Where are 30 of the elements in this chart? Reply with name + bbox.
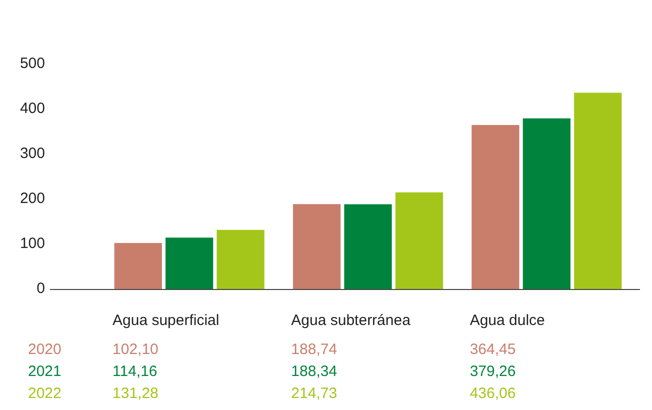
data-label: 188,74 <box>291 341 338 358</box>
data-label: 102,10 <box>112 341 158 358</box>
y-tick-label: 400 <box>20 100 45 118</box>
bar <box>522 118 570 289</box>
data-label: 188,34 <box>291 363 338 380</box>
bar <box>395 192 444 289</box>
text: 2020 <box>28 341 62 358</box>
text: 2022 <box>28 385 62 402</box>
text: 2021 <box>28 363 62 380</box>
data-label: 214,73 <box>291 385 338 402</box>
x-tick-label: Agua subterránea <box>291 312 412 330</box>
bar <box>344 204 392 289</box>
y-tick-label: 300 <box>20 145 45 162</box>
bar <box>574 92 622 289</box>
y-tick-label: 200 <box>20 190 45 208</box>
data-label: 114,16 <box>112 363 158 380</box>
y-tick-label: 0 <box>36 280 45 298</box>
x-tick-label: Agua superficial <box>112 312 220 330</box>
x-tick-label: Agua dulce <box>470 312 545 330</box>
bar <box>114 243 162 289</box>
bar <box>166 238 214 289</box>
data-label: 364,45 <box>470 341 516 358</box>
bar <box>292 204 341 289</box>
y-tick-label: 100 <box>20 235 45 252</box>
bar <box>472 125 520 289</box>
data-label: 131,28 <box>112 385 158 402</box>
data-label: 379,26 <box>470 363 516 380</box>
data-label: 436,06 <box>470 385 516 402</box>
bar <box>216 230 264 289</box>
y-tick-label: 500 <box>20 55 45 72</box>
